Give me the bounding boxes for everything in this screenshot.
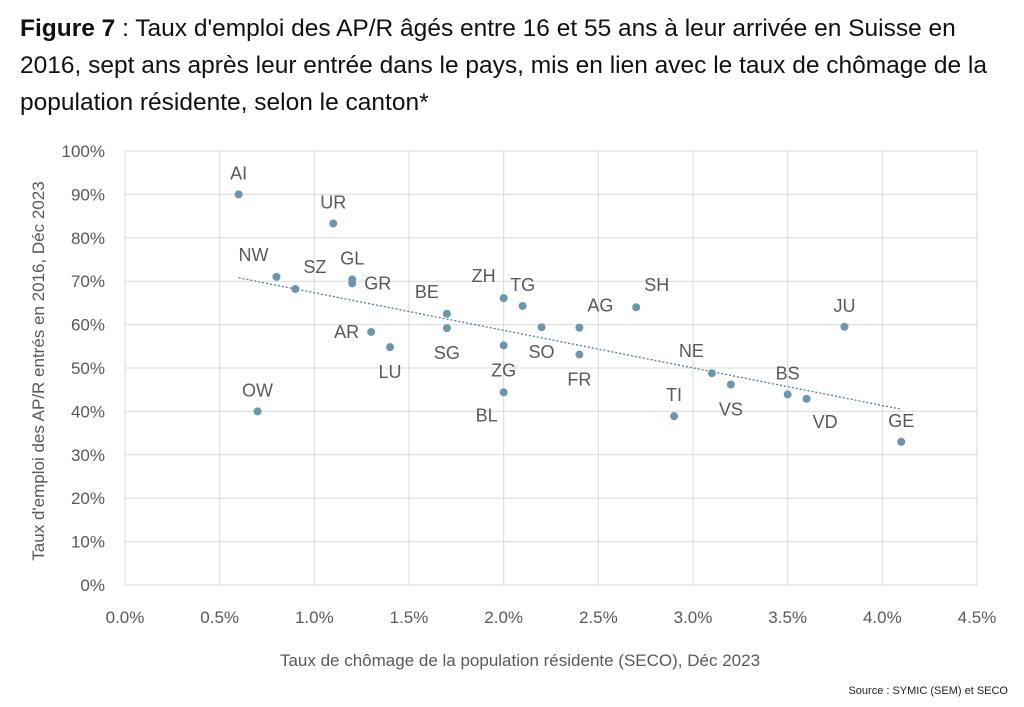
data-point [272, 272, 281, 281]
data-point [442, 309, 451, 318]
x-tick-label: 2.5% [579, 608, 618, 627]
y-tick-label: 40% [71, 402, 105, 421]
point-label: AR [334, 322, 359, 342]
point-label: VD [813, 412, 838, 432]
x-tick-label: 4.5% [958, 608, 997, 627]
y-tick-label: 20% [71, 489, 105, 508]
x-tick-label: 0.0% [106, 608, 145, 627]
data-point [632, 303, 641, 312]
x-tick-label: 0.5% [200, 608, 239, 627]
data-point [367, 327, 376, 336]
data-point [726, 380, 735, 389]
point-label: BL [476, 405, 498, 425]
point-label: TI [666, 385, 682, 405]
data-point [575, 323, 584, 332]
x-tick-label: 4.0% [863, 608, 902, 627]
figure-caption: : Taux d'emploi des AP/R âgés entre 16 e… [20, 15, 987, 116]
y-tick-label: 50% [71, 359, 105, 378]
y-tick-label: 0% [80, 576, 105, 595]
data-point [348, 279, 357, 288]
data-point [386, 343, 395, 352]
y-tick-label: 80% [71, 229, 105, 248]
data-point [802, 394, 811, 403]
y-axis-title: Taux d'emploi des AP/R entrés en 2016, D… [29, 181, 48, 560]
point-label: NW [238, 245, 268, 265]
data-point [575, 350, 584, 359]
data-point [707, 369, 716, 378]
point-label: GL [340, 248, 364, 268]
data-point [499, 294, 508, 303]
point-label: SZ [303, 257, 326, 277]
point-label: GR [364, 273, 391, 293]
x-tick-label: 1.5% [390, 608, 429, 627]
point-label: UR [320, 192, 346, 212]
x-tick-label: 3.0% [674, 608, 713, 627]
point-label: FR [567, 370, 591, 390]
point-label: ZH [472, 266, 496, 286]
point-label: AI [230, 163, 247, 183]
x-tick-label: 2.0% [484, 608, 523, 627]
point-label: AG [587, 296, 613, 316]
x-tick-label: 3.5% [768, 608, 807, 627]
point-label: BE [415, 282, 439, 302]
figure-number: Figure 7 [20, 15, 116, 42]
point-label: JU [833, 296, 855, 316]
y-tick-label: 70% [71, 272, 105, 291]
data-point [234, 190, 243, 199]
y-tick-label: 60% [71, 316, 105, 335]
data-point [783, 390, 792, 399]
point-label: NE [679, 341, 704, 361]
point-label: SH [644, 275, 669, 295]
data-point [670, 412, 679, 421]
point-label: TG [510, 275, 535, 295]
point-label: SG [434, 343, 460, 363]
data-point [329, 219, 338, 228]
point-label: OW [242, 380, 273, 400]
point-label: VS [719, 399, 743, 419]
point-label: BS [776, 363, 800, 383]
y-tick-label: 30% [71, 446, 105, 465]
x-tick-label: 1.0% [295, 608, 334, 627]
point-label: GE [888, 411, 914, 431]
y-tick-label: 90% [71, 185, 105, 204]
data-point [897, 437, 906, 446]
y-tick-label: 10% [71, 533, 105, 552]
data-point [442, 324, 451, 333]
x-axis-title: Taux de chômage de la population résiden… [280, 651, 760, 670]
data-point [499, 341, 508, 350]
data-point [291, 285, 300, 294]
data-point [499, 388, 508, 397]
trendline [238, 277, 902, 410]
figure-title: Figure 7 : Taux d'emploi des AP/R âgés e… [20, 10, 1010, 121]
data-point [537, 323, 546, 332]
y-tick-label: 100% [62, 142, 105, 161]
data-point [840, 322, 849, 331]
source-note: Source : SYMIC (SEM) et SECO [848, 685, 1008, 697]
point-label: LU [379, 362, 402, 382]
point-label: ZG [491, 360, 516, 380]
data-point [253, 407, 262, 416]
data-point [518, 301, 527, 310]
point-label: SO [529, 342, 555, 362]
